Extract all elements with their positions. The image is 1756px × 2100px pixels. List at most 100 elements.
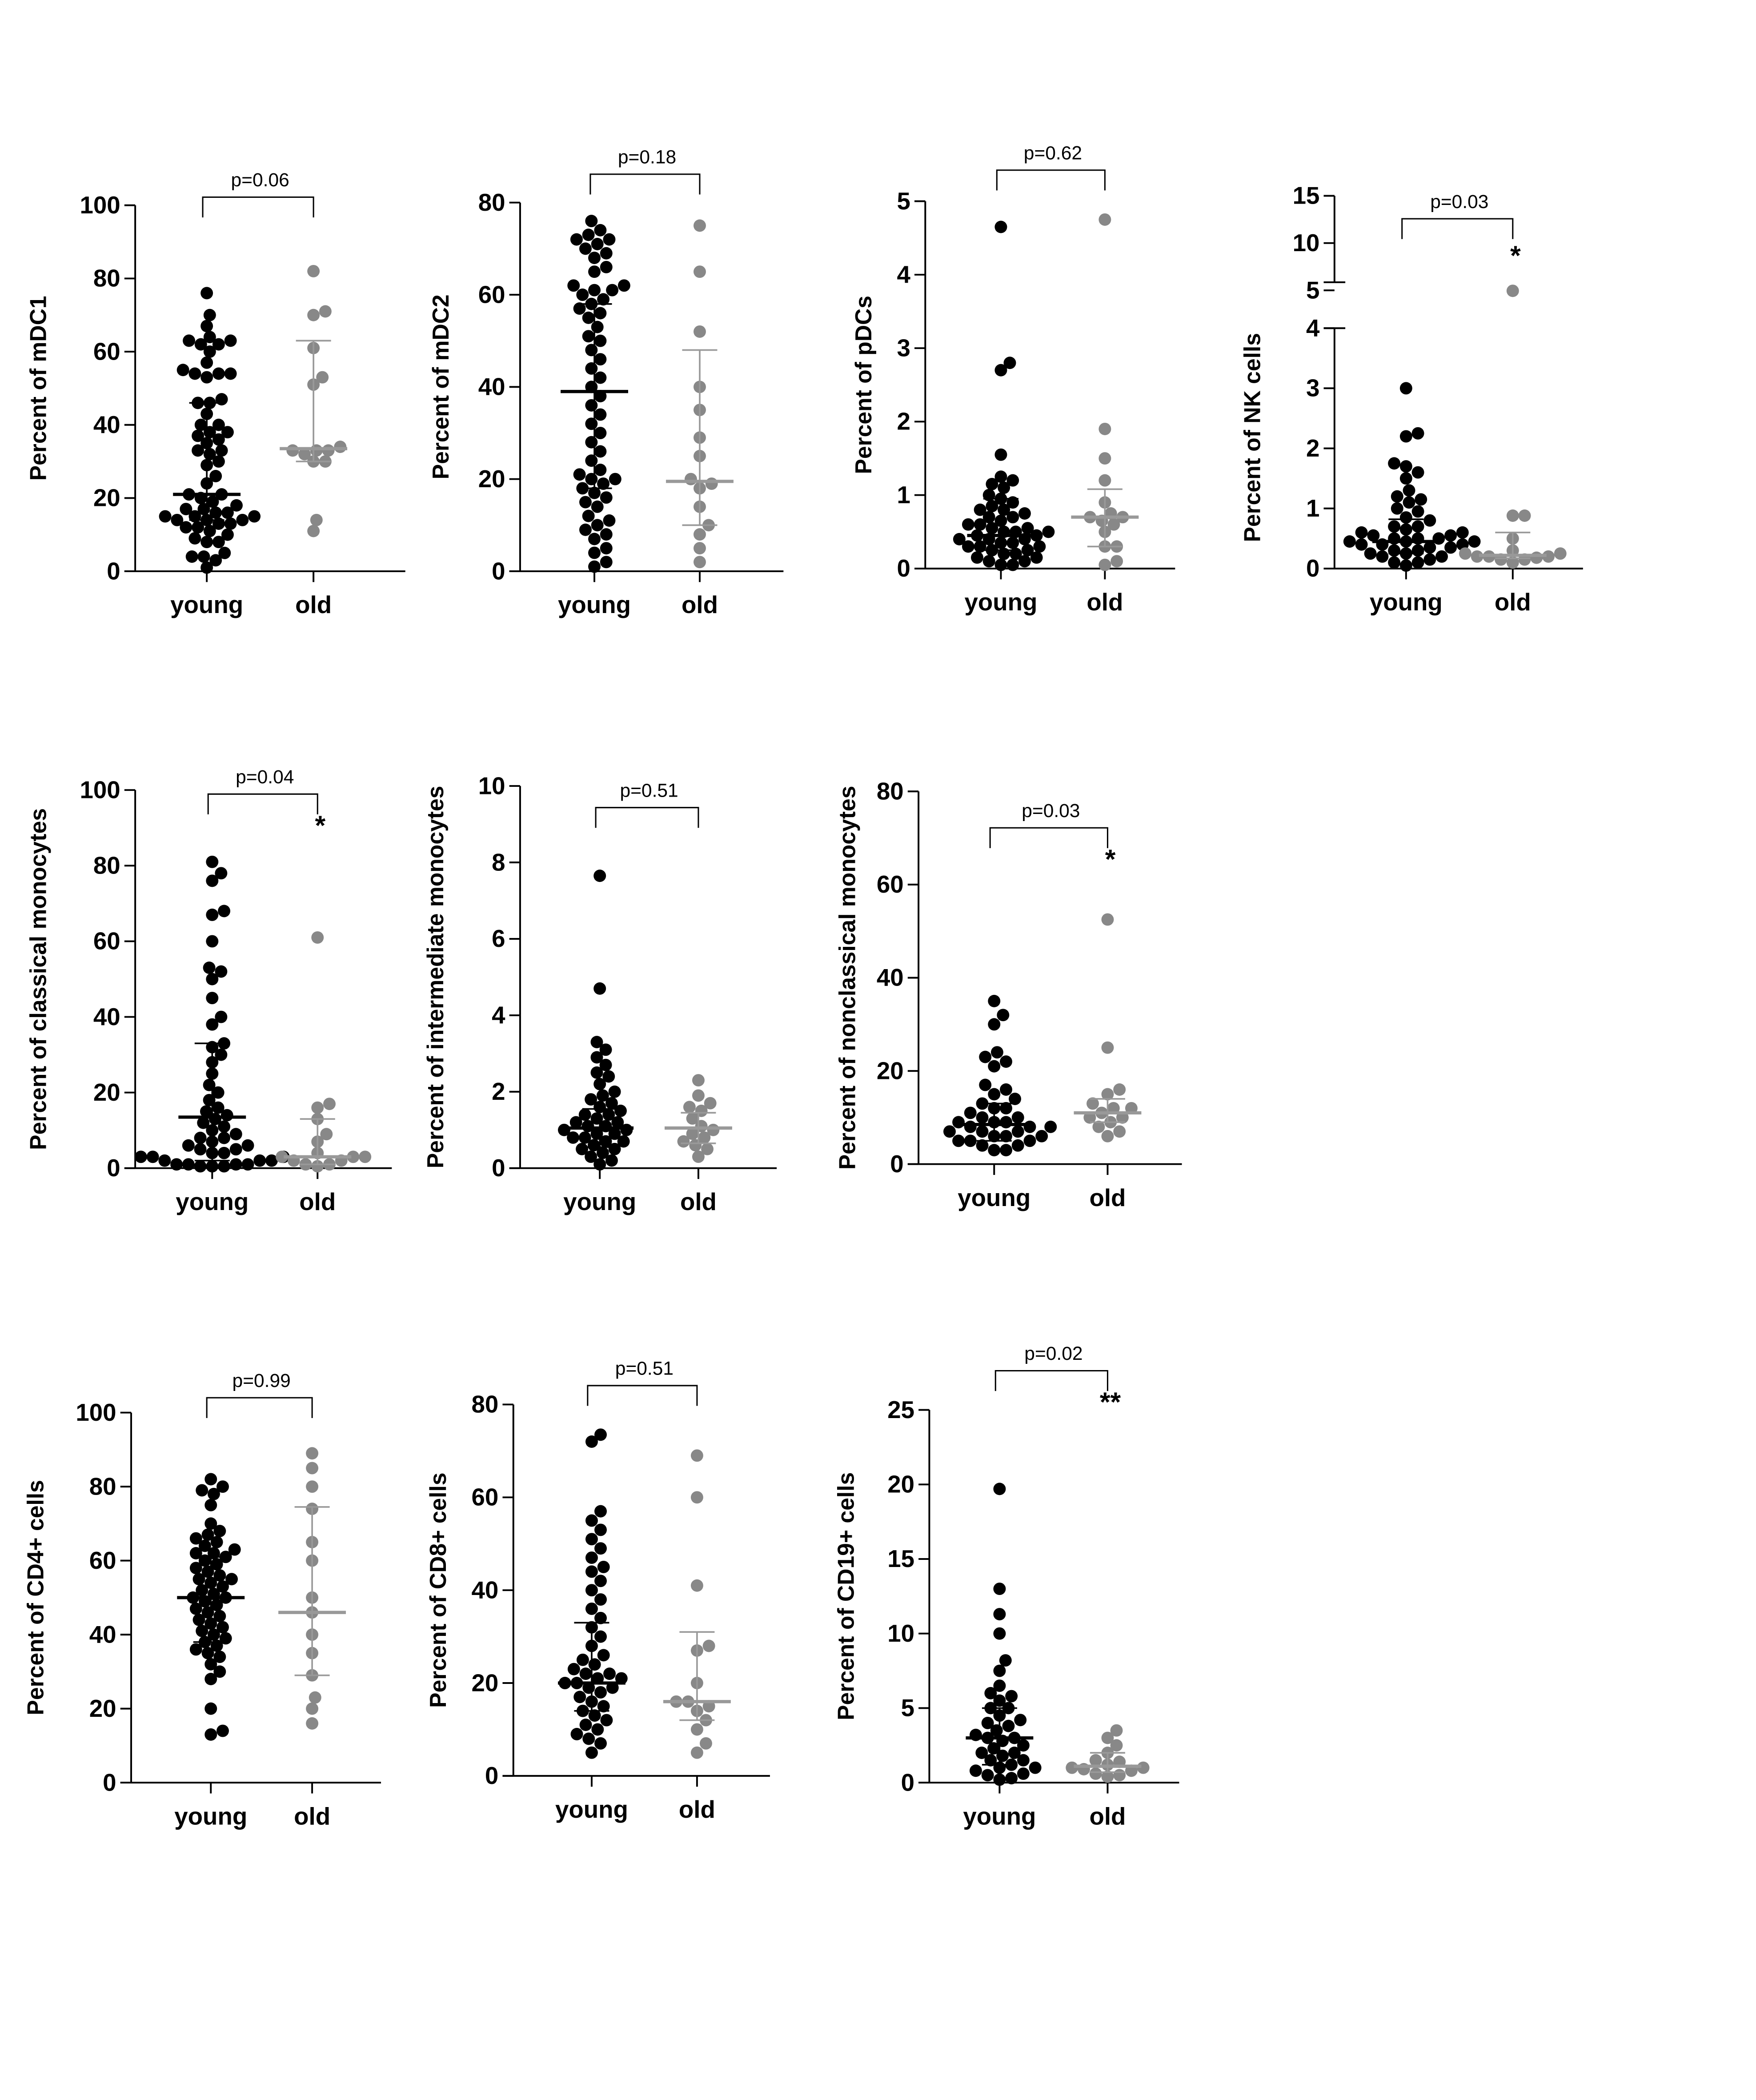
data-point-young: [192, 444, 204, 457]
y-tick-label: 10: [1293, 229, 1320, 256]
data-point-old: [1113, 1769, 1126, 1782]
x-tick-label-old: old: [1089, 1802, 1126, 1830]
data-point-young: [241, 1158, 254, 1171]
data-point-young: [594, 1630, 607, 1643]
data-point-old: [298, 448, 311, 461]
y-tick-label: 40: [472, 1576, 499, 1603]
data-point-young: [201, 1647, 214, 1659]
data-point-young: [999, 1654, 1012, 1667]
data-point-young: [218, 546, 231, 559]
data-point-young: [576, 289, 589, 301]
data-point-old: [694, 219, 706, 232]
data-point-old: [707, 1123, 720, 1136]
data-point-young: [594, 353, 607, 366]
data-point-young: [993, 1608, 1006, 1621]
data-point-old: [684, 473, 697, 485]
data-point-young: [585, 1565, 598, 1578]
data-point-young: [585, 473, 598, 485]
data-point-old: [694, 542, 706, 555]
data-point-young: [1411, 520, 1424, 533]
data-point-young: [593, 870, 606, 882]
data-point-young: [196, 1624, 208, 1637]
data-point-young: [1411, 466, 1424, 479]
series-old: [1074, 913, 1142, 1142]
data-point-young: [984, 1754, 997, 1767]
data-point-young: [1399, 430, 1412, 443]
data-point-young: [585, 1514, 598, 1527]
data-point-young: [573, 468, 586, 481]
data-point-young: [986, 522, 998, 535]
data-point-young: [1009, 1092, 1022, 1105]
data-point-young: [1000, 1102, 1012, 1114]
data-point-young: [993, 1773, 1006, 1786]
data-point-young: [213, 1525, 226, 1538]
data-point-young: [1023, 1134, 1036, 1147]
series-young: [561, 215, 630, 573]
data-point-young: [198, 1539, 211, 1552]
data-point-old: [1099, 474, 1111, 487]
data-point-young: [579, 242, 592, 255]
data-point-young: [229, 1158, 242, 1171]
data-point-young: [216, 1621, 229, 1634]
data-point-young: [212, 418, 225, 431]
data-point-young: [210, 1599, 223, 1611]
data-point-old: [1459, 547, 1471, 560]
data-point-young: [212, 367, 225, 380]
y-tick-label: 60: [472, 1483, 499, 1511]
p-value-label: p=0.06: [231, 169, 289, 191]
y-tick-label: 4: [492, 1001, 505, 1029]
data-point-young: [585, 1533, 598, 1546]
data-point-young: [215, 1048, 228, 1061]
data-point-young: [964, 1106, 977, 1119]
data-point-young: [994, 558, 1007, 571]
data-point-young: [990, 1046, 1003, 1059]
data-point-young: [265, 1154, 278, 1167]
data-point-young: [207, 1487, 220, 1500]
data-point-young: [1000, 1116, 1012, 1129]
data-point-young: [590, 1051, 603, 1064]
series-old: [665, 1074, 732, 1163]
y-tick-label: 4: [1306, 314, 1320, 341]
data-point-young: [200, 287, 213, 300]
data-point-young: [579, 1719, 592, 1731]
y-tick-label: 5: [901, 1694, 914, 1722]
data-point-young: [585, 344, 598, 357]
data-point-young: [215, 965, 228, 978]
y-tick-label: 80: [93, 852, 120, 879]
p-value-label: p=0.62: [1024, 142, 1082, 164]
data-point-young: [993, 1583, 1006, 1595]
data-point-young: [206, 992, 219, 1005]
data-point-young: [603, 514, 616, 527]
data-point-young: [1388, 556, 1401, 569]
data-point-young: [582, 1732, 595, 1745]
data-point-old: [699, 1737, 712, 1750]
y-axis-label: Percent of NK cells: [1239, 333, 1265, 542]
data-point-young: [594, 1428, 607, 1441]
data-point-old: [1110, 1724, 1123, 1737]
data-point-young: [570, 233, 583, 246]
data-point-young: [1044, 1120, 1057, 1133]
data-point-young: [994, 470, 1007, 483]
data-point-young: [594, 1575, 607, 1587]
data-point-young: [1030, 529, 1043, 542]
data-point-old: [1471, 550, 1483, 563]
data-point-young: [212, 455, 225, 468]
data-point-young: [212, 1101, 225, 1114]
data-point-young: [585, 1150, 597, 1163]
data-point-young: [588, 533, 601, 545]
data-point-young: [1376, 550, 1389, 563]
data-point-young: [988, 994, 1001, 1007]
significance-bracket: [589, 173, 701, 195]
data-point-young: [218, 1160, 231, 1173]
data-point-young: [204, 1702, 217, 1715]
panel-8: 0 20 40 60 80 100 Percent of CD4+ cells young ol…: [23, 1370, 381, 1830]
data-point-young: [1435, 550, 1448, 563]
data-point-young: [594, 334, 607, 347]
data-point-young: [1006, 537, 1019, 549]
data-point-old: [1101, 913, 1114, 926]
data-point-young: [982, 555, 995, 568]
p-value-label: p=0.03: [1430, 191, 1488, 212]
data-point-old: [1542, 550, 1555, 563]
significance-bracket: [206, 1397, 313, 1418]
data-point-young: [599, 1135, 612, 1148]
